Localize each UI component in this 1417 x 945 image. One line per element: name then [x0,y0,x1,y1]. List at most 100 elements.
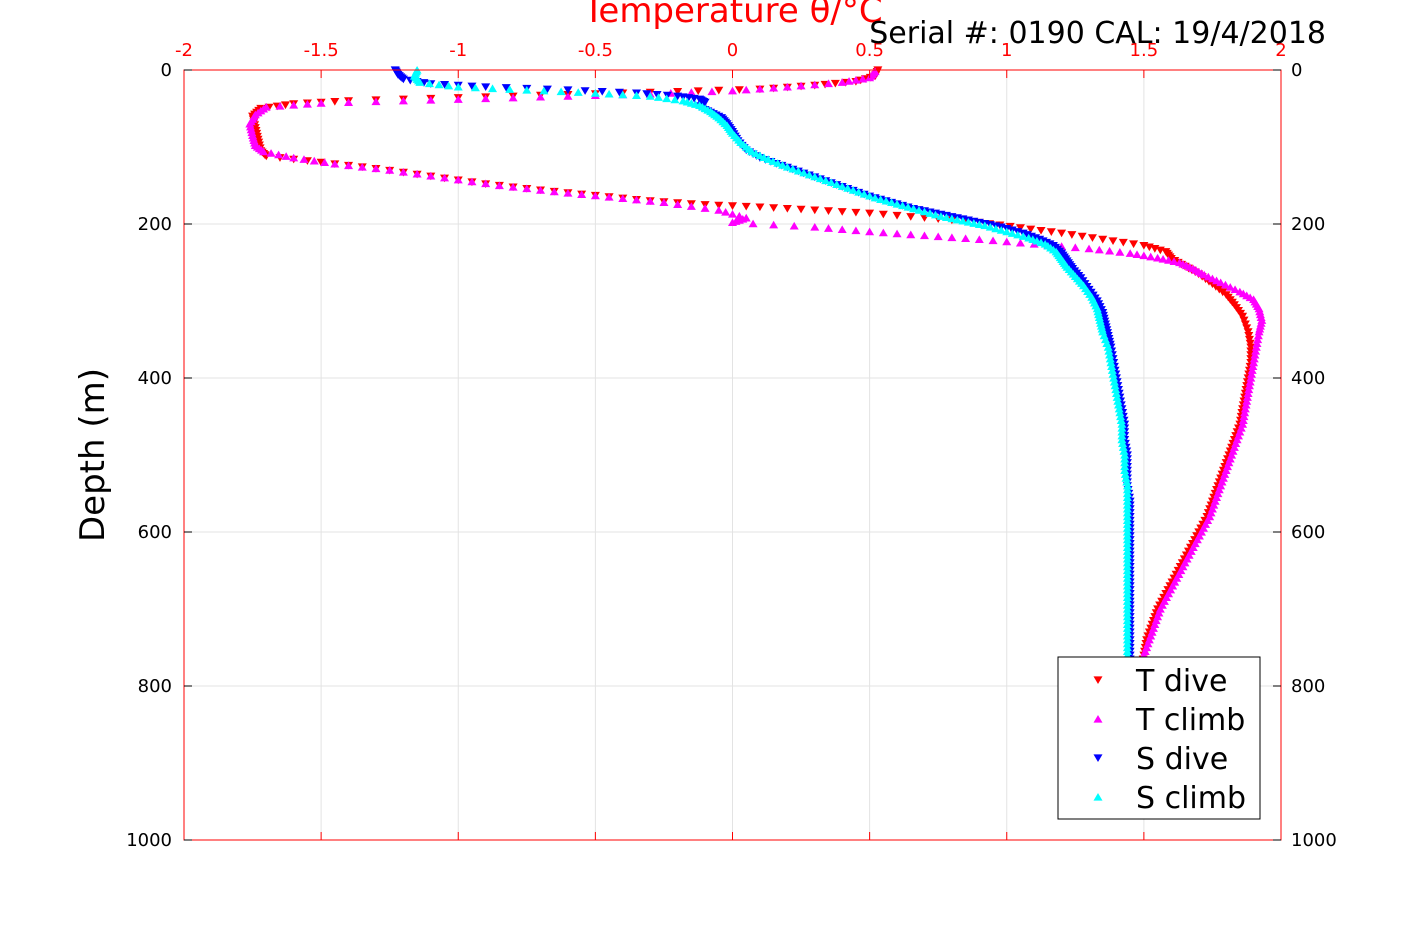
data-point [837,182,847,190]
data-point [1115,248,1125,256]
data-point [1122,635,1132,644]
data-point [1122,639,1132,648]
data-point [1122,585,1132,594]
data-point [563,86,573,95]
y-tick-label-left: 0 [161,60,172,81]
data-point [881,196,891,205]
data-point [1216,278,1226,287]
data-point [1112,393,1122,401]
data-point [788,164,798,173]
data-point [782,82,792,91]
data-point [933,232,943,241]
data-point [1122,593,1132,602]
data-point [830,79,840,88]
legend-label: T dive [1135,664,1227,699]
data-point [947,233,957,242]
legend-marker [1093,676,1103,685]
data-point [1121,474,1131,482]
data-point [843,184,853,192]
data-point [1246,373,1256,382]
data-point [1122,524,1132,532]
data-point [426,95,436,104]
data-point [419,79,429,87]
data-point [1122,547,1132,555]
data-point [673,87,683,96]
data-point [728,86,737,95]
data-point [1018,232,1028,240]
y-tick-label-right: 600 [1291,522,1325,543]
data-point [1122,516,1132,525]
data-point [536,186,546,194]
data-point [1122,589,1132,598]
data-point [1122,543,1132,551]
data-point [1114,400,1124,409]
data-point [1122,647,1132,655]
data-point [1132,250,1142,259]
data-point [522,85,532,94]
data-point [832,180,842,188]
data-point [876,195,886,203]
data-point [281,152,291,160]
data-point [1117,424,1127,432]
data-point [865,191,875,200]
data-point [1007,229,1017,237]
data-point [815,174,825,183]
data-point [823,224,833,232]
data-point [796,81,806,90]
data-point [892,229,902,238]
data-point [573,88,583,96]
data-point [1153,253,1163,262]
data-point [980,221,990,230]
data-point [851,226,861,235]
data-point [580,87,590,95]
series-t-dive [248,66,1256,675]
data-point [1117,420,1127,428]
data-point [728,218,737,227]
data-point [1244,385,1254,394]
data-point [618,194,628,202]
data-point [799,168,809,177]
data-point [1253,335,1263,344]
y-tick-label-right: 400 [1291,368,1325,389]
data-point [870,193,880,202]
data-point [320,158,330,166]
data-point [773,159,783,167]
data-point [1249,358,1259,367]
data-point [1109,373,1119,382]
data-point [415,78,425,86]
data-point [848,186,858,194]
data-point [1122,578,1132,586]
data-point [1122,624,1132,632]
data-point [1246,343,1256,352]
data-point [1122,628,1132,636]
data-point [1120,454,1130,463]
data-point [823,207,833,215]
data-point [1106,358,1116,367]
y-tick-label-left: 1000 [126,830,172,851]
data-point [1122,601,1132,609]
data-point [892,199,902,208]
x-tick-label: -2 [175,40,193,61]
data-point [810,80,820,89]
data-point [919,231,929,240]
plot-points [245,65,1267,675]
data-point [769,220,779,229]
data-point [906,213,916,221]
data-point [1094,245,1104,254]
data-point [488,84,498,93]
data-point [1122,570,1132,578]
data-point [481,179,491,188]
y-tick-label-left: 600 [138,522,172,543]
data-point [536,92,546,101]
data-point [1129,240,1139,249]
data-point [1122,566,1132,575]
y-tick-label-right: 1000 [1291,830,1337,851]
data-point [1122,501,1132,509]
data-point [549,187,559,196]
series-t-climb [245,67,1267,675]
data-point [505,85,515,93]
y-axis-title: Depth (m) [73,368,113,542]
data-point [782,205,792,213]
data-point [398,167,408,176]
data-point [259,147,269,156]
